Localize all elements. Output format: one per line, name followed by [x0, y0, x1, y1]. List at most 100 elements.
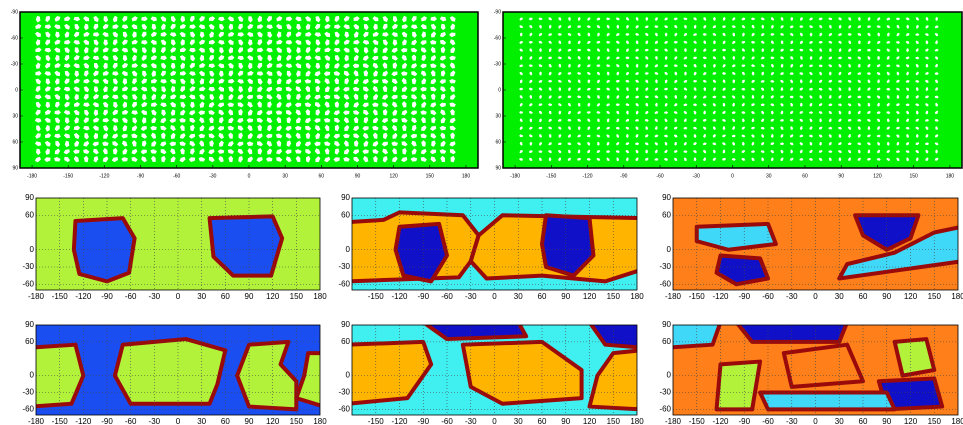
y-tick-label: 60 — [662, 210, 671, 219]
x-tick-label: -90 — [137, 173, 144, 179]
y-tick-label: -30 — [659, 262, 671, 271]
y-tick-label: 0 — [346, 371, 351, 380]
x-tick-label: 150 — [928, 292, 942, 301]
y-tick-label: -60 — [494, 35, 501, 41]
x-tick-label: -30 — [693, 173, 700, 179]
x-tick-label: -90 — [738, 292, 750, 301]
y-tick-label: 90 — [12, 165, 18, 171]
x-tick-label: 150 — [426, 173, 435, 179]
y-tick-label: 30 — [12, 113, 18, 119]
x-tick-label: 60 — [859, 417, 868, 425]
x-tick-label: 0 — [492, 417, 497, 425]
y-tick-label: 0 — [15, 87, 18, 93]
y-tick-label: 0 — [498, 87, 501, 93]
y-tick-label: 60 — [495, 139, 501, 145]
x-tick-label: 60 — [221, 292, 230, 301]
x-tick-label: -30 — [786, 417, 798, 425]
y-tick-label: 60 — [25, 210, 34, 219]
panel: -180-150-120-90-60-300306090120150180-90… — [11, 9, 478, 179]
x-tick-label: -150 — [689, 292, 706, 301]
x-tick-label: 120 — [266, 292, 280, 301]
panel: -180-150-120-90-60-300306090120150180-60… — [659, 320, 963, 425]
x-tick-label: 180 — [630, 292, 644, 301]
x-tick-label: -90 — [101, 417, 113, 425]
x-tick-label: 180 — [630, 417, 644, 425]
x-tick-label: -180 — [510, 173, 520, 179]
x-tick-label: 150 — [290, 292, 304, 301]
x-tick-label: -60 — [125, 292, 137, 301]
x-tick-label: 150 — [607, 417, 621, 425]
x-tick-label: -120 — [391, 417, 408, 425]
y-tick-label: 60 — [341, 210, 350, 219]
y-tick-label: 0 — [667, 245, 672, 254]
y-tick-label: -60 — [338, 279, 350, 288]
panel: -180-150-120-90-60-300306090120150180-60… — [659, 193, 963, 301]
x-tick-label: -60 — [762, 417, 774, 425]
x-tick-label: -120 — [712, 292, 729, 301]
x-tick-label: 30 — [514, 292, 523, 301]
x-tick-label: 120 — [389, 173, 398, 179]
x-tick-label: -60 — [173, 173, 180, 179]
x-tick-label: -90 — [620, 173, 627, 179]
y-tick-label: 90 — [341, 320, 350, 329]
y-tick-label: 0 — [346, 245, 351, 254]
x-tick-label: -120 — [712, 417, 729, 425]
x-tick-label: 150 — [290, 417, 304, 425]
region — [895, 339, 935, 376]
x-tick-label: -30 — [465, 292, 477, 301]
x-tick-label: -150 — [63, 173, 73, 179]
x-tick-label: 90 — [882, 417, 891, 425]
x-tick-label: 180 — [313, 292, 327, 301]
region — [74, 218, 135, 281]
x-tick-label: 30 — [197, 292, 206, 301]
panel: -180-150-120-90-60-300306090120150180-60… — [22, 193, 327, 301]
x-tick-label: 90 — [245, 417, 254, 425]
x-tick-label: 0 — [731, 173, 734, 179]
y-tick-label: -60 — [659, 279, 671, 288]
y-tick-label: 0 — [30, 371, 35, 380]
y-tick-label: -60 — [22, 279, 34, 288]
x-tick-label: -90 — [738, 417, 750, 425]
x-tick-label: -180 — [28, 417, 45, 425]
x-tick-label: -90 — [417, 292, 429, 301]
x-tick-label: 120 — [583, 292, 597, 301]
x-tick-label: -30 — [465, 417, 477, 425]
x-tick-label: -150 — [52, 417, 69, 425]
x-tick-label: 60 — [538, 417, 547, 425]
x-tick-label: 0 — [248, 173, 251, 179]
x-tick-label: 120 — [583, 417, 597, 425]
x-tick-label: -120 — [391, 292, 408, 301]
y-tick-label: 90 — [341, 193, 350, 202]
region — [669, 322, 720, 347]
x-tick-label: 60 — [538, 292, 547, 301]
y-tick-label: -30 — [338, 262, 350, 271]
x-tick-label: 30 — [197, 417, 206, 425]
x-tick-label: 60 — [802, 173, 808, 179]
x-tick-label: -30 — [149, 417, 161, 425]
plot-area — [20, 12, 478, 168]
y-tick-label: 90 — [495, 165, 501, 171]
x-tick-label: 0 — [813, 417, 818, 425]
y-tick-label: -30 — [11, 61, 18, 67]
x-tick-label: -150 — [368, 292, 385, 301]
x-tick-label: -180 — [28, 292, 45, 301]
y-tick-label: -60 — [22, 404, 34, 413]
x-tick-label: 180 — [951, 292, 963, 301]
x-tick-label: 120 — [873, 173, 882, 179]
x-tick-label: 150 — [910, 173, 919, 179]
x-tick-label: -60 — [656, 173, 663, 179]
y-tick-label: 0 — [667, 371, 672, 380]
x-tick-label: -60 — [125, 417, 137, 425]
x-tick-label: -60 — [441, 417, 453, 425]
panel: -180-150-120-90-60-300306090120150180-90… — [494, 9, 962, 179]
x-tick-label: 90 — [838, 173, 844, 179]
x-tick-label: -90 — [101, 292, 113, 301]
x-tick-label: 90 — [561, 292, 570, 301]
x-tick-label: 180 — [951, 417, 963, 425]
plot-area — [669, 322, 958, 415]
x-tick-label: -60 — [762, 292, 774, 301]
x-tick-label: 30 — [835, 292, 844, 301]
x-tick-label: -150 — [368, 417, 385, 425]
x-tick-label: 30 — [766, 173, 772, 179]
y-tick-label: 90 — [25, 193, 34, 202]
